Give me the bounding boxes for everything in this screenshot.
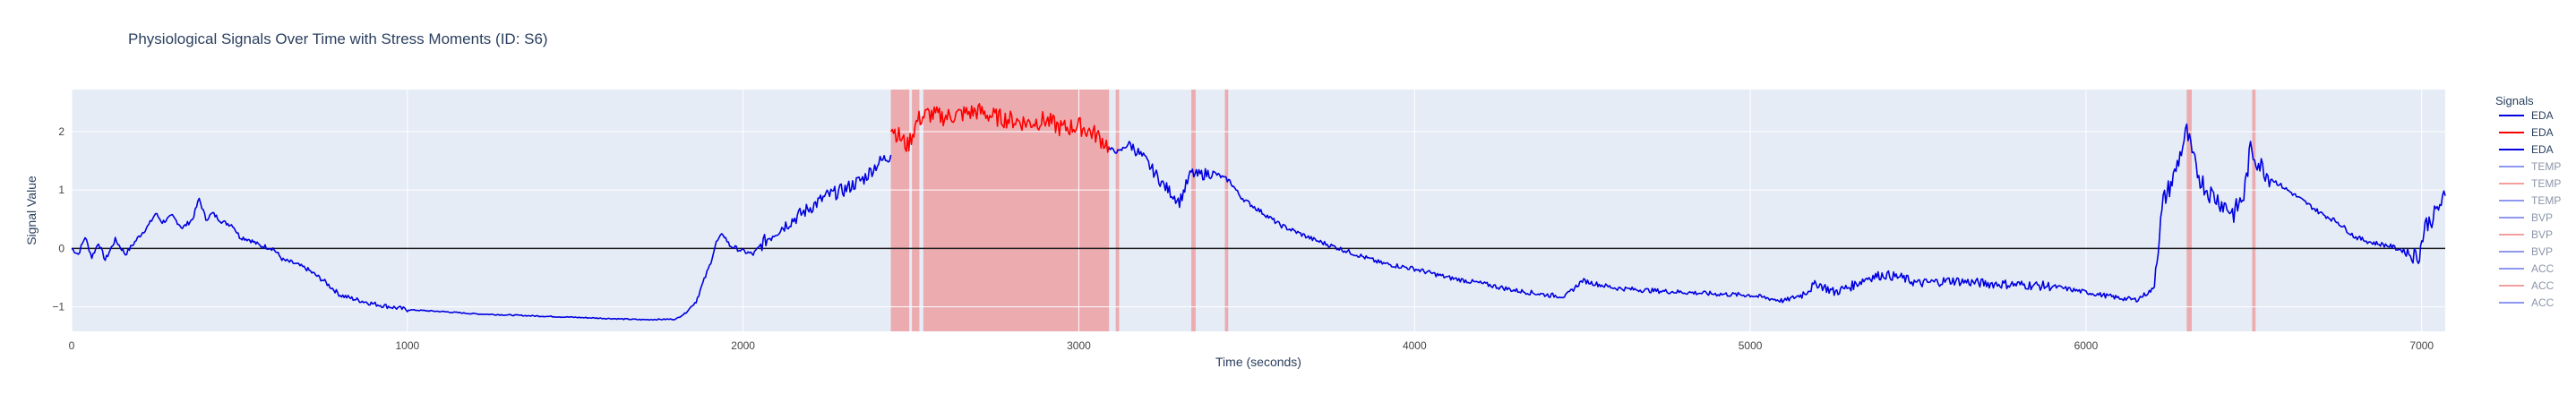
grid xyxy=(71,90,2445,331)
stress-band-4 xyxy=(1191,90,1196,331)
legend-title: Signals xyxy=(2495,94,2534,107)
legend-item[interactable]: EDA xyxy=(2499,109,2554,122)
y-axis: −1 0 1 2 xyxy=(52,125,64,313)
stress-band-6 xyxy=(2186,90,2193,331)
legend-label: TEMP xyxy=(2531,194,2561,207)
legend-label: BVP xyxy=(2531,245,2553,258)
legend-label: ACC xyxy=(2531,262,2555,275)
series-line-2 xyxy=(1108,123,2446,304)
stress-bands xyxy=(890,90,2256,331)
legend-label: BVP xyxy=(2531,211,2553,224)
y-tick-label: 0 xyxy=(58,242,64,254)
x-tick-label: 6000 xyxy=(2074,339,2099,352)
x-tick-label: 4000 xyxy=(1403,339,1427,352)
legend-item[interactable]: BVP xyxy=(2499,245,2553,258)
legend-item[interactable]: TEMP xyxy=(2499,194,2561,207)
legend-item[interactable]: ACC xyxy=(2499,279,2555,292)
stress-band-2 xyxy=(923,90,1110,331)
stress-band-5 xyxy=(1224,90,1229,331)
x-tick-label: 5000 xyxy=(1739,339,1763,352)
series-layer xyxy=(71,103,2446,322)
y-tick-label: −1 xyxy=(52,301,64,313)
series-line-1 xyxy=(889,103,1110,153)
stress-band-1 xyxy=(912,90,920,331)
legend-item[interactable]: EDA xyxy=(2499,126,2554,139)
series-line-0 xyxy=(71,154,892,322)
legend-label: ACC xyxy=(2531,279,2555,292)
legend-label: TEMP xyxy=(2531,177,2561,190)
y-tick-label: 2 xyxy=(58,125,64,138)
legend-label: ACC xyxy=(2531,296,2555,309)
legend-label: EDA xyxy=(2531,109,2554,122)
x-axis: 0 1000 2000 3000 4000 5000 6000 7000 xyxy=(69,339,2434,352)
legend-label: EDA xyxy=(2531,126,2554,139)
x-tick-label: 7000 xyxy=(2409,339,2434,352)
y-axis-title: Signal Value xyxy=(24,176,39,245)
legend-label: BVP xyxy=(2531,228,2553,241)
legend-label: EDA xyxy=(2531,143,2554,156)
legend-item[interactable]: TEMP xyxy=(2499,177,2561,190)
legend-label: TEMP xyxy=(2531,160,2561,173)
x-tick-label: 3000 xyxy=(1067,339,1091,352)
x-tick-label: 2000 xyxy=(731,339,755,352)
x-axis-title: Time (seconds) xyxy=(1215,355,1301,369)
stress-band-7 xyxy=(2252,90,2256,331)
stress-band-0 xyxy=(890,90,910,331)
legend-item[interactable]: ACC xyxy=(2499,262,2555,275)
chart-title: Physiological Signals Over Time with Str… xyxy=(128,30,548,47)
legend-item[interactable]: BVP xyxy=(2499,211,2553,224)
y-tick-label: 1 xyxy=(58,184,64,196)
legend-item[interactable]: EDA xyxy=(2499,143,2554,156)
legend-item[interactable]: ACC xyxy=(2499,296,2555,309)
legend[interactable]: Signals EDA EDA EDA TEMP TEMP TEMP BVP BVP BVP AC… xyxy=(2495,94,2561,309)
x-tick-label: 0 xyxy=(69,339,75,352)
x-tick-label: 1000 xyxy=(395,339,419,352)
stress-band-3 xyxy=(1115,90,1120,331)
legend-item[interactable]: BVP xyxy=(2499,228,2553,241)
legend-item[interactable]: TEMP xyxy=(2499,160,2561,173)
